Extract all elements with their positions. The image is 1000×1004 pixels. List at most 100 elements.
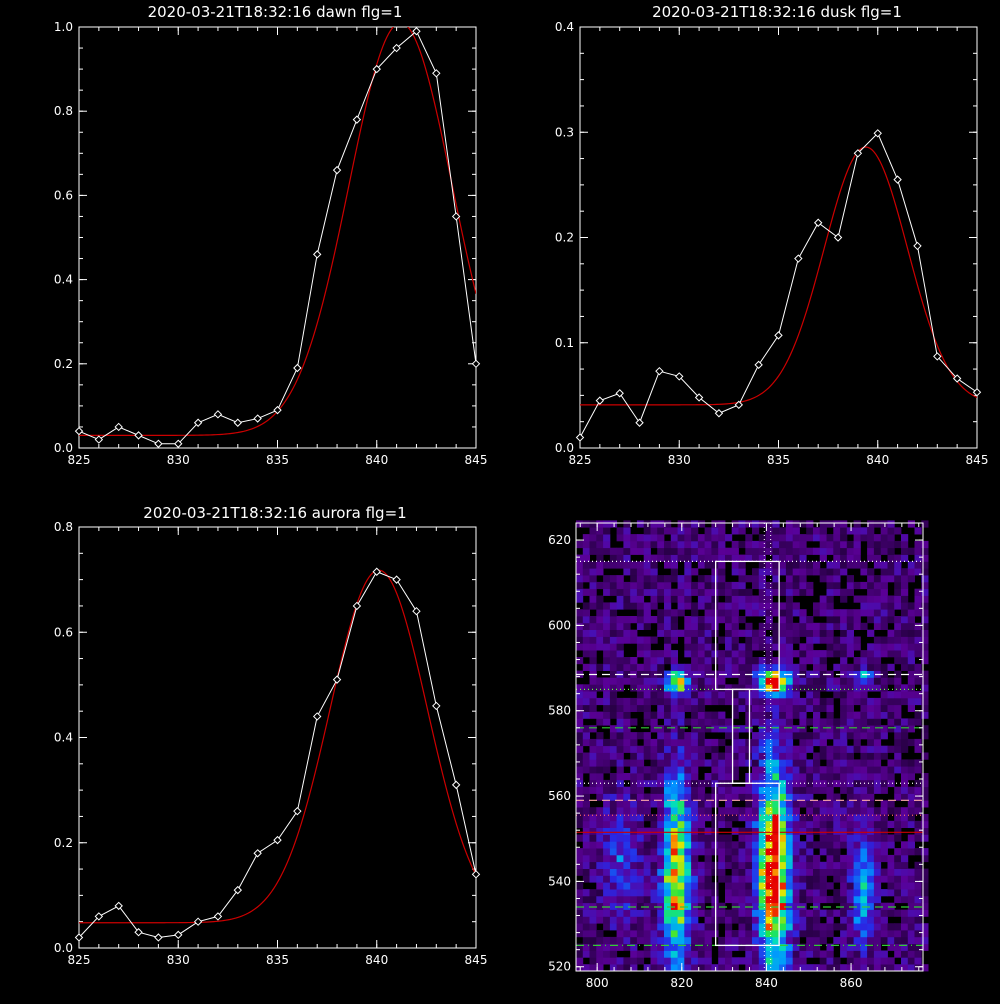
heatmap-cell	[873, 547, 882, 555]
heatmap-cell	[826, 752, 834, 760]
heatmap-cell	[616, 841, 624, 849]
heatmap-cell	[840, 814, 848, 822]
heatmap-cell	[664, 936, 672, 945]
heatmap-cell	[704, 875, 712, 883]
heatmap-cell	[880, 568, 888, 576]
heatmap-cell	[873, 581, 882, 590]
heatmap-cell	[643, 854, 651, 863]
heatmap-cell	[846, 930, 854, 938]
heatmap-cell	[887, 909, 895, 917]
heatmap-cell	[630, 636, 638, 644]
heatmap-cell	[813, 732, 821, 740]
heatmap-cell	[907, 602, 915, 610]
heatmap-cell	[691, 964, 699, 972]
heatmap-cell	[846, 697, 854, 706]
heatmap-cell	[731, 759, 739, 767]
heatmap-cell	[752, 547, 760, 555]
heatmap-cell	[582, 704, 590, 712]
heatmap-cell	[704, 848, 712, 856]
heatmap-cell	[691, 841, 699, 849]
heatmap-cell	[765, 677, 773, 685]
heatmap-cell	[603, 889, 611, 897]
heatmap-cell	[806, 943, 814, 951]
heatmap-cell	[765, 725, 773, 733]
heatmap-cell	[853, 554, 861, 562]
heatmap-cell	[765, 663, 773, 671]
heatmap-cell	[799, 895, 807, 904]
heatmap-cell	[677, 745, 685, 753]
heatmap-cell	[873, 923, 882, 931]
heatmap-cell	[684, 841, 692, 849]
data-point	[94, 912, 104, 921]
heatmap-cell	[826, 923, 834, 931]
heatmap-cell	[907, 766, 915, 774]
heatmap-cell	[731, 725, 739, 733]
heatmap-cell	[867, 629, 875, 637]
heatmap-cell	[636, 923, 645, 931]
heatmap-cell	[833, 957, 841, 965]
heatmap-cell	[616, 875, 624, 883]
heatmap-cell	[589, 561, 597, 569]
heatmap-cell	[576, 807, 584, 815]
heatmap-cell	[873, 677, 882, 685]
heatmap-cell	[765, 636, 773, 644]
heatmap-cell	[738, 616, 746, 624]
heatmap-cell	[725, 950, 733, 958]
heatmap-cell	[731, 916, 739, 924]
heatmap-cell	[880, 909, 888, 917]
heatmap-cell	[582, 923, 590, 931]
heatmap-cell	[819, 622, 827, 630]
heatmap-cell	[792, 554, 800, 562]
heatmap-cell	[894, 950, 902, 958]
heatmap-cell	[596, 868, 604, 876]
heatmap-cell	[799, 561, 807, 569]
heatmap-cell	[921, 670, 929, 678]
heatmap-cell	[840, 779, 848, 788]
heatmap-cell	[582, 697, 590, 706]
heatmap-cell	[880, 827, 888, 835]
heatmap-cell	[826, 732, 834, 740]
heatmap-cell	[738, 595, 746, 603]
heatmap-cell	[664, 773, 672, 781]
heatmap-cell	[697, 957, 706, 965]
heatmap-cell	[792, 520, 800, 528]
x-tick-label: 825	[68, 953, 91, 967]
heatmap-cell	[752, 581, 760, 590]
heatmap-cell	[887, 820, 895, 828]
heatmap-cell	[697, 868, 706, 876]
heatmap-cell	[718, 752, 726, 760]
heatmap-cell	[887, 534, 895, 542]
heatmap-cell	[765, 595, 773, 603]
heatmap-cell	[664, 657, 672, 665]
heatmap-cell	[718, 766, 726, 774]
heatmap-cell	[765, 732, 773, 740]
heatmap-cell	[765, 936, 773, 945]
heatmap-cell	[799, 677, 807, 685]
heatmap-cell	[657, 930, 665, 938]
heatmap-cell	[725, 588, 733, 596]
heatmap-cell	[860, 882, 868, 890]
heatmap-cell	[921, 629, 929, 637]
heatmap-cell	[779, 902, 787, 910]
heatmap-cell	[901, 657, 909, 665]
heatmap-cell	[901, 875, 909, 883]
heatmap-cell	[731, 609, 739, 617]
heatmap-cell	[833, 575, 841, 583]
heatmap-cell	[819, 677, 827, 685]
heatmap-cell	[826, 773, 834, 781]
heatmap-cell	[738, 936, 746, 945]
heatmap-cell	[873, 718, 882, 726]
heatmap-cell	[738, 745, 746, 753]
heatmap-cell	[697, 936, 706, 945]
heatmap-cell	[867, 834, 875, 842]
heatmap-cell	[799, 581, 807, 590]
heatmap-cell	[840, 745, 848, 753]
heatmap-cell	[684, 752, 692, 760]
heatmap-cell	[894, 561, 902, 569]
heatmap-cell	[677, 718, 685, 726]
heatmap-cell	[582, 936, 590, 945]
heatmap-cell	[731, 540, 739, 549]
heatmap-cell	[664, 609, 672, 617]
heatmap-cell	[589, 752, 597, 760]
heatmap-cell	[657, 547, 665, 555]
